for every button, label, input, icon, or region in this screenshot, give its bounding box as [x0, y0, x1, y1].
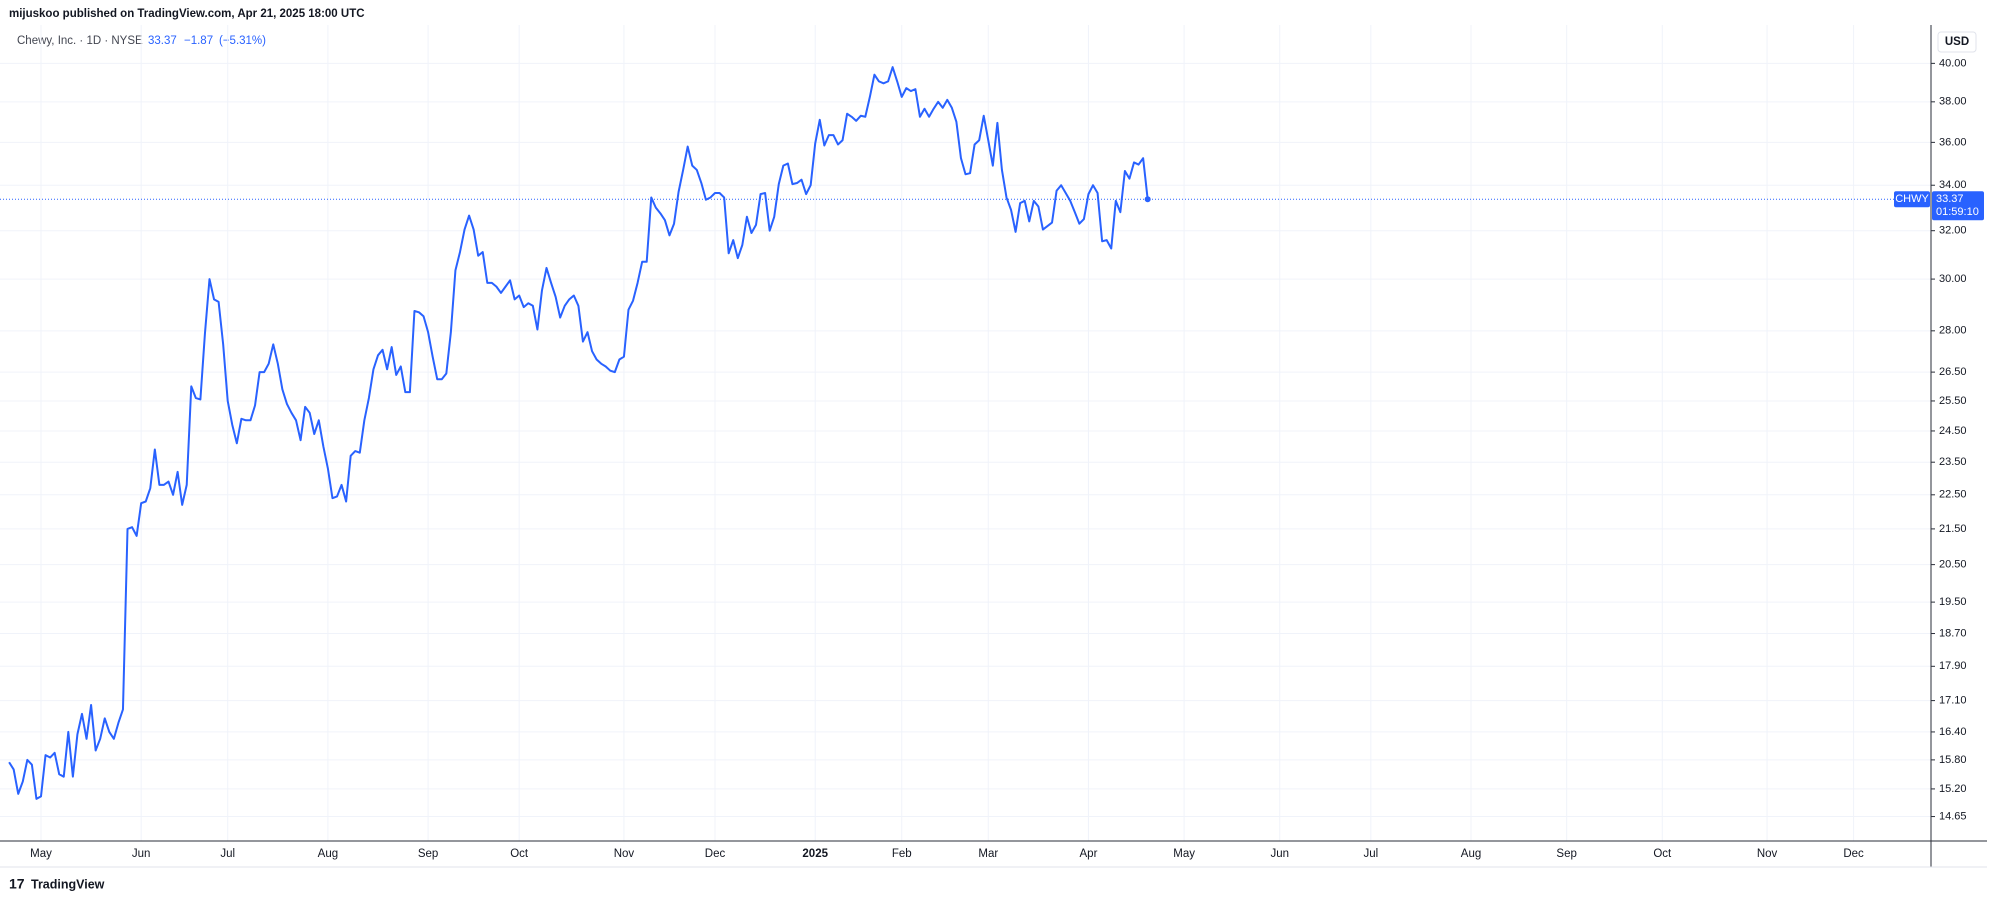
x-tick-label: Sep — [418, 848, 438, 860]
x-tick-label: May — [1173, 848, 1195, 860]
x-tick-label: Aug — [318, 848, 338, 860]
x-tick-label: Dec — [705, 848, 726, 860]
countdown-label: 01:59:10 — [1936, 206, 1979, 218]
y-tick-label: 20.50 — [1939, 559, 1967, 571]
header: mijuskoo published on TradingView.com, A… — [9, 8, 365, 20]
y-tick-label: 18.70 — [1939, 627, 1967, 639]
y-tick-label: 24.50 — [1939, 425, 1967, 437]
y-tick-label: 34.00 — [1939, 179, 1967, 191]
last-point — [1144, 196, 1151, 203]
legend-change-pct: (−5.31%) — [219, 35, 266, 47]
x-tick-label: Dec — [1843, 848, 1864, 860]
y-tick-label: 21.50 — [1939, 523, 1967, 535]
y-tick-label: 32.00 — [1939, 225, 1967, 237]
x-tick-label: Apr — [1080, 848, 1098, 860]
y-tick-label: 25.50 — [1939, 395, 1967, 407]
currency-box[interactable] — [1937, 31, 1977, 53]
x-tick-label: Feb — [892, 848, 912, 860]
symbol-box — [1894, 191, 1930, 208]
x-tick-label: 2025 — [802, 848, 828, 860]
x-tick-label: Mar — [978, 848, 998, 860]
y-tick-label: 15.20 — [1939, 783, 1967, 795]
y-tick-label: 38.00 — [1939, 96, 1967, 108]
x-tick-label: Aug — [1461, 848, 1481, 860]
grid — [0, 25, 1931, 841]
y-tick-label: 30.00 — [1939, 273, 1967, 285]
price-box — [1932, 191, 1984, 221]
x-tick-label: Oct — [1653, 848, 1672, 860]
legend-last: 33.37 — [148, 35, 177, 47]
x-tick-label: Oct — [510, 848, 529, 860]
y-tick-label: 17.90 — [1939, 660, 1967, 672]
price-line — [8, 66, 1149, 800]
y-tick-label: 23.50 — [1939, 456, 1967, 468]
legend-change: −1.87 — [184, 35, 213, 47]
y-tick-label: 36.00 — [1939, 136, 1967, 148]
x-tick-label: Jun — [1270, 848, 1289, 860]
x-tick-label: Jun — [132, 848, 151, 860]
x-tick-label: Jul — [1363, 848, 1378, 860]
x-tick-label: May — [30, 848, 52, 860]
logo-text[interactable]: TradingView — [31, 877, 105, 891]
y-tick-label: 26.50 — [1939, 366, 1967, 378]
currency[interactable]: USD — [1945, 36, 1969, 48]
x-tick-label: Jul — [220, 848, 235, 860]
y-tick-label: 16.40 — [1939, 726, 1967, 738]
y-tick-label: 19.50 — [1939, 596, 1967, 608]
logo-mark[interactable]: 17 — [9, 876, 25, 892]
y-tick-label: 15.80 — [1939, 754, 1967, 766]
price-label: 33.37 — [1936, 193, 1964, 205]
y-tick-label: 40.00 — [1939, 57, 1967, 69]
logo[interactable]: 17 TradingView — [9, 876, 105, 892]
y-tick-label: 28.00 — [1939, 325, 1967, 337]
x-tick-label: Nov — [1757, 848, 1778, 860]
x-tick-label: Sep — [1556, 848, 1576, 860]
x-tick-label: Nov — [614, 848, 635, 860]
y-tick-label: 17.10 — [1939, 694, 1967, 706]
legend-name: Chewy, Inc. · 1D · NYSE — [17, 35, 143, 47]
symbol-label: CHWY — [1895, 193, 1929, 205]
y-tick-label: 22.50 — [1939, 489, 1967, 501]
y-tick-label: 14.65 — [1939, 810, 1967, 822]
